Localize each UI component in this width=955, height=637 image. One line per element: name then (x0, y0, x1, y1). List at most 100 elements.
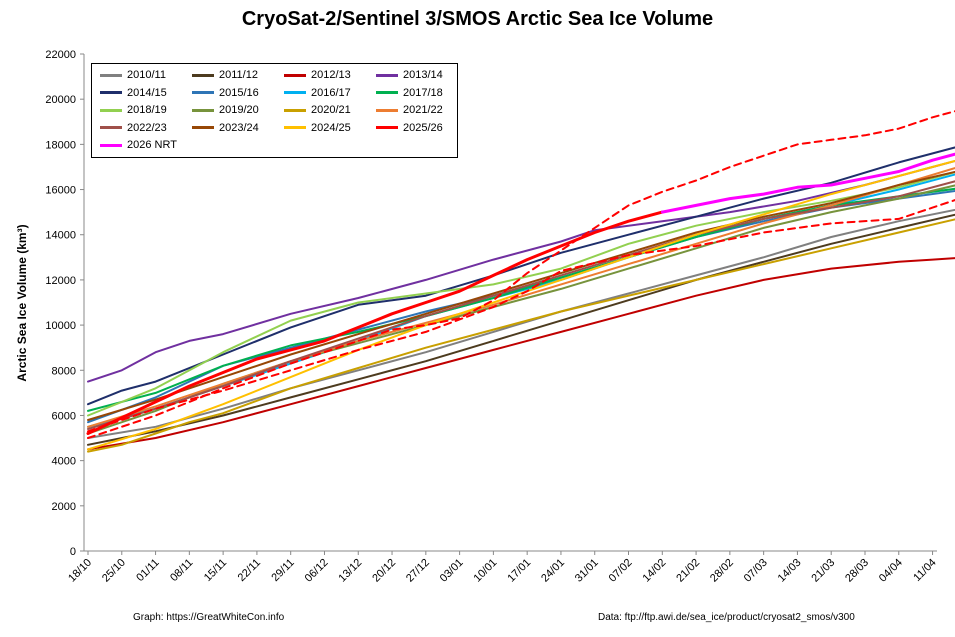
y-tick-label: 18000 (45, 139, 76, 151)
legend-item: 2024/25 (284, 120, 351, 136)
legend-swatch (284, 73, 306, 77)
legend-item: 2011/12 (192, 67, 258, 83)
y-tick-label: 22000 (45, 49, 76, 61)
legend-item: 2025/26 (376, 120, 443, 136)
x-tick-label: 28/03 (843, 557, 871, 585)
x-tick-label: 28/02 (708, 557, 736, 585)
series-line-2013-14 (87, 159, 955, 383)
x-tick-label: 29/11 (269, 557, 296, 584)
y-tick-label: 6000 (52, 410, 76, 422)
legend-swatch (284, 91, 306, 94)
legend-swatch (284, 126, 306, 129)
y-tick-label: 0 (70, 546, 76, 558)
y-tick-label: 16000 (45, 185, 76, 197)
legend-swatch (192, 108, 214, 112)
range-line-17 (87, 110, 955, 439)
y-tick-label: 4000 (52, 456, 76, 468)
data-source-credit: Data: ftp://ftp.awi.de/sea_ice/product/c… (598, 612, 855, 623)
x-tick-label: 24/01 (539, 557, 567, 585)
legend-item: 2016/17 (284, 85, 351, 101)
legend-swatch (100, 73, 122, 77)
x-tick-label: 21/03 (809, 557, 837, 585)
legend-item: 2015/16 (192, 85, 259, 101)
y-tick-label: 2000 (52, 501, 76, 513)
series-line-2022-23 (87, 180, 955, 430)
x-tick-label: 15/11 (202, 557, 229, 584)
series-line-2024-25 (87, 159, 955, 451)
x-tick-label: 11/04 (911, 557, 938, 584)
chart-title: CryoSat-2/Sentinel 3/SMOS Arctic Sea Ice… (241, 8, 714, 30)
legend-item: 2014/15 (100, 85, 167, 101)
legend-item: 2013/14 (376, 67, 443, 83)
graph-credit: Graph: https://GreatWhiteCon.info (133, 612, 285, 623)
y-tick-label: 8000 (52, 365, 76, 377)
legend-swatch (100, 91, 122, 94)
x-tick-label: 07/02 (607, 557, 635, 585)
legend-label: 2025/26 (403, 121, 443, 134)
legend-swatch (192, 126, 214, 129)
series-line-2012-13 (87, 257, 955, 451)
legend-label: 2024/25 (311, 121, 351, 134)
x-tick-label: 22/11 (236, 557, 263, 584)
x-tick-label: 14/02 (640, 557, 668, 585)
range-line-18 (87, 199, 955, 433)
legend-item: 2023/24 (192, 120, 259, 136)
series-line-2018-19 (87, 171, 955, 417)
x-tick-label: 10/01 (472, 557, 500, 585)
legend-swatch (100, 143, 122, 147)
legend-swatch (376, 108, 398, 112)
legend-label: 2016/17 (311, 86, 351, 99)
series-line-2015-16 (87, 190, 955, 424)
series-line-2017-18 (87, 187, 955, 412)
legend-swatch (100, 108, 122, 112)
legend-swatch (376, 91, 398, 94)
series-line-2020-21 (87, 218, 955, 453)
legend-swatch (100, 126, 122, 129)
x-tick-label: 04/04 (877, 557, 905, 585)
legend-swatch (192, 91, 214, 94)
y-tick-label: 10000 (45, 320, 76, 332)
x-tick-label: 13/12 (336, 557, 364, 585)
legend-label: 2014/15 (127, 86, 167, 99)
legend-item: 2012/13 (284, 67, 351, 83)
series-line-2011-12 (87, 213, 955, 446)
legend-swatch (284, 108, 306, 112)
x-tick-label: 25/10 (100, 557, 128, 585)
series-line-2026-nrt (660, 152, 955, 214)
legend-label: 2015/16 (219, 86, 259, 99)
legend-label: 2013/14 (403, 69, 443, 81)
x-tick-label: 27/12 (404, 557, 432, 585)
legend-label: 2012/13 (311, 69, 351, 81)
x-tick-label: 01/11 (134, 557, 161, 584)
legend-item: 2021/22 (376, 102, 443, 118)
legend-item: 2018/19 (100, 102, 167, 118)
legend-item: 2019/20 (192, 102, 259, 118)
legend-swatch (376, 126, 398, 129)
chart-legend: 2010/11 2011/12 2012/13 2013/14 2014/15 2015/… (91, 63, 458, 158)
legend-item: 2026 NRT (100, 137, 177, 153)
y-tick-label: 12000 (45, 275, 76, 287)
legend-label: 2020/21 (311, 104, 351, 116)
legend-swatch (376, 73, 398, 77)
legend-label: 2026 NRT (127, 139, 177, 151)
legend-item: 2020/21 (284, 102, 351, 118)
legend-label: 2021/22 (403, 104, 443, 116)
legend-item: 2022/23 (100, 120, 167, 136)
x-tick-label: 18/10 (66, 557, 94, 585)
series-line-2021-22 (87, 167, 955, 428)
x-tick-label: 14/03 (776, 557, 804, 585)
legend-swatch (192, 73, 214, 77)
x-tick-label: 17/01 (505, 557, 533, 585)
series-line-2014-15 (87, 146, 955, 406)
x-tick-label: 08/11 (168, 557, 195, 584)
y-tick-label: 14000 (45, 230, 76, 242)
legend-label: 2011/12 (219, 69, 258, 81)
x-tick-label: 06/12 (303, 557, 331, 585)
x-tick-label: 07/03 (742, 557, 770, 585)
x-tick-label: 20/12 (370, 557, 398, 585)
legend-label: 2010/11 (127, 69, 166, 81)
legend-label: 2017/18 (403, 86, 443, 99)
x-tick-label: 21/02 (674, 557, 702, 585)
series-line-2025-26 (86, 210, 664, 435)
